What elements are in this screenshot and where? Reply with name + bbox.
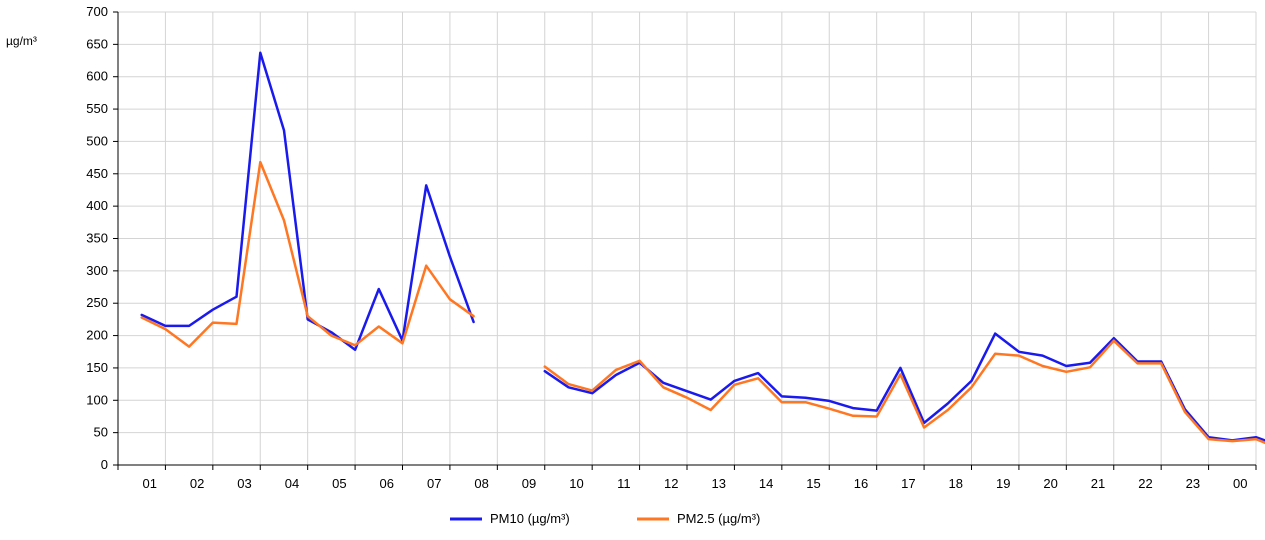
y-tick-label: 150 bbox=[86, 360, 108, 375]
x-tick-label: 20 bbox=[1043, 476, 1057, 491]
y-tick-label: 50 bbox=[94, 425, 108, 440]
x-tick-label: 13 bbox=[711, 476, 725, 491]
x-tick-label: 11 bbox=[617, 476, 631, 491]
y-tick-label: 700 bbox=[86, 4, 108, 19]
y-tick-label: 550 bbox=[86, 101, 108, 116]
y-tick-label: 350 bbox=[86, 231, 108, 246]
x-tick-label: 23 bbox=[1186, 476, 1200, 491]
y-tick-label: 0 bbox=[101, 457, 108, 472]
y-tick-label: 400 bbox=[86, 198, 108, 213]
x-tick-label: 02 bbox=[190, 476, 204, 491]
y-tick-label: 450 bbox=[86, 166, 108, 181]
series-line-pm10 bbox=[140, 51, 475, 352]
x-tick-label: 12 bbox=[664, 476, 678, 491]
y-tick-label: 650 bbox=[86, 36, 108, 51]
y-tick-label: 250 bbox=[86, 295, 108, 310]
legend-label: PM2.5 (µg/m³) bbox=[677, 511, 760, 526]
x-tick-label: 00 bbox=[1233, 476, 1247, 491]
series-line-pm2-5 bbox=[140, 160, 475, 348]
x-tick-label: 10 bbox=[569, 476, 583, 491]
x-tick-label: 16 bbox=[854, 476, 868, 491]
series-lines bbox=[140, 51, 1265, 445]
y-axis-ticks: 0 50 100 150 200 250 300 350 400 450 500 550 600 650 7… bbox=[86, 4, 118, 472]
x-tick-label: 01 bbox=[142, 476, 156, 491]
legend: PM10 (µg/m³) PM2.5 (µg/m³) bbox=[450, 511, 760, 526]
gridlines bbox=[118, 11, 1257, 466]
y-tick-label: 300 bbox=[86, 263, 108, 278]
x-tick-label: 04 bbox=[285, 476, 299, 491]
x-tick-label: 19 bbox=[996, 476, 1010, 491]
x-tick-label: 14 bbox=[759, 476, 773, 491]
y-tick-label: 200 bbox=[86, 328, 108, 343]
x-tick-label: 07 bbox=[427, 476, 441, 491]
legend-label: PM10 (µg/m³) bbox=[490, 511, 570, 526]
x-tick-label: 09 bbox=[522, 476, 536, 491]
x-tick-label: 21 bbox=[1091, 476, 1105, 491]
y-tick-label: 600 bbox=[86, 69, 108, 84]
x-tick-label: 06 bbox=[380, 476, 394, 491]
x-tick-label: 05 bbox=[332, 476, 346, 491]
x-tick-label: 15 bbox=[806, 476, 820, 491]
x-tick-label: 18 bbox=[949, 476, 963, 491]
x-tick-label: 22 bbox=[1138, 476, 1152, 491]
series-line-pm10 bbox=[543, 332, 1265, 442]
y-tick-label: 500 bbox=[86, 133, 108, 148]
series-line-pm2-5 bbox=[543, 339, 1265, 445]
x-tick-label: 03 bbox=[237, 476, 251, 491]
y-tick-label: 100 bbox=[86, 392, 108, 407]
x-tick-label: 17 bbox=[901, 476, 915, 491]
x-axis-ticks: 01 02 03 04 05 06 07 08 09 10 11 12 13 14 15 16 17 18 19 20… bbox=[117, 465, 1257, 491]
x-tick-label: 08 bbox=[474, 476, 488, 491]
y-axis-unit-label: µg/m³ bbox=[6, 34, 37, 48]
